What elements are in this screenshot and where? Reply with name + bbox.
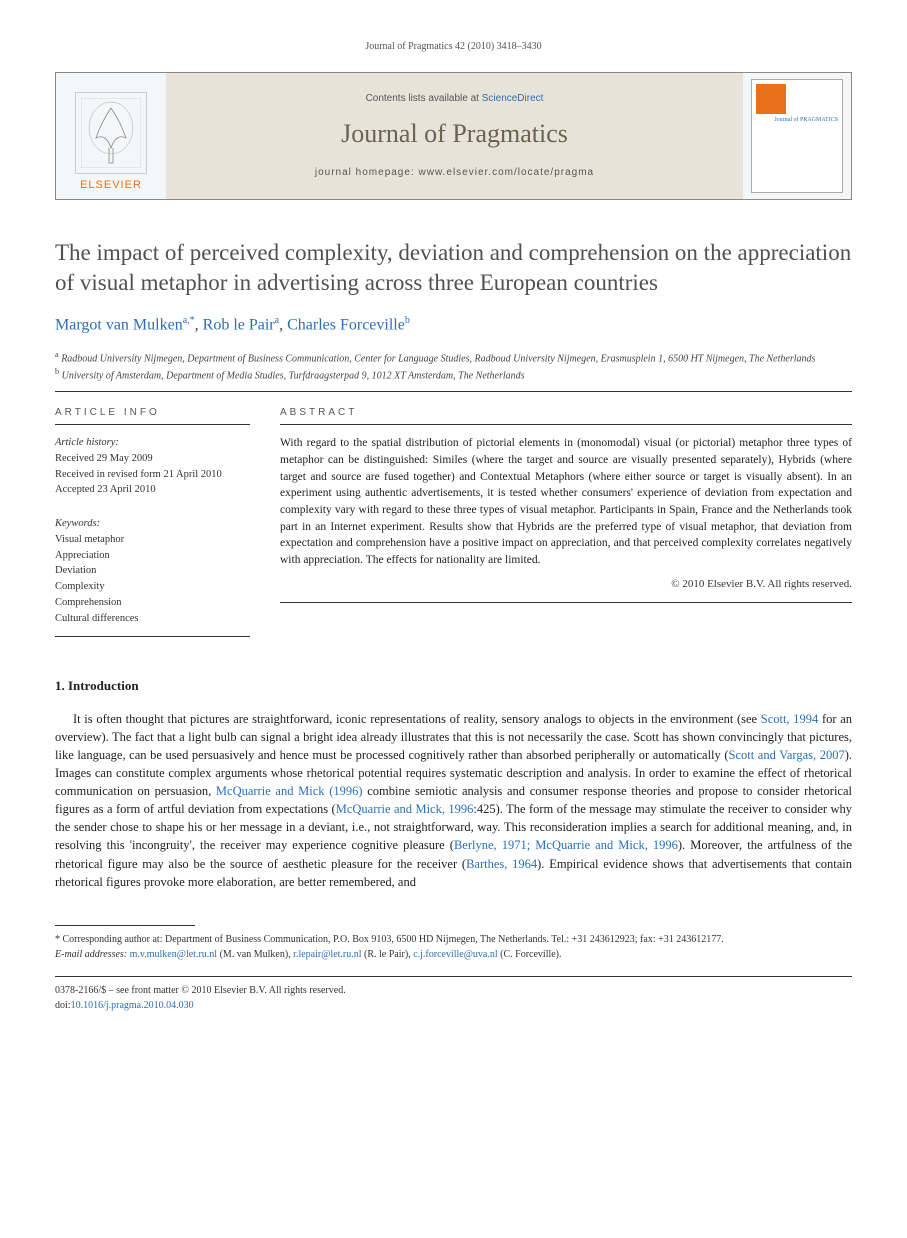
header-center: Contents lists available at ScienceDirec… <box>166 73 743 199</box>
affiliation-a: Radboud University Nijmegen, Department … <box>61 353 815 364</box>
keywords-block: Keywords: Visual metaphor Appreciation D… <box>55 516 250 626</box>
footnote-star-line: * Corresponding author at: Department of… <box>55 932 852 947</box>
author-link-2[interactable]: Rob le Pair <box>203 316 275 333</box>
keywords-heading: Keywords: <box>55 516 250 532</box>
divider <box>55 424 250 425</box>
email-link[interactable]: r.lepair@let.ru.nl <box>293 949 361 960</box>
citation-link[interactable]: Scott, 1994 <box>761 712 819 726</box>
history-revised: Received in revised form 21 April 2010 <box>55 467 250 483</box>
elsevier-label: ELSEVIER <box>80 178 142 193</box>
citation-link[interactable]: Barthes, 1964 <box>466 857 537 871</box>
journal-name: Journal of Pragmatics <box>341 116 568 152</box>
keyword-item: Complexity <box>55 579 250 595</box>
footnote-divider <box>55 925 195 926</box>
bottom-divider <box>55 976 852 977</box>
corresponding-author-footnote: * Corresponding author at: Department of… <box>55 932 852 962</box>
keyword-item: Comprehension <box>55 595 250 611</box>
divider <box>55 391 852 392</box>
history-heading: Article history: <box>55 435 250 451</box>
front-matter-line: 0378-2166/$ – see front matter © 2010 El… <box>55 983 852 998</box>
author-sup-1: a,* <box>183 315 195 326</box>
article-title: The impact of perceived complexity, devi… <box>55 238 852 298</box>
divider <box>280 424 852 425</box>
homepage-line: journal homepage: www.elsevier.com/locat… <box>315 166 594 180</box>
publisher-block: ELSEVIER <box>56 73 166 199</box>
abstract-text: With regard to the spatial distribution … <box>280 435 852 568</box>
abstract-label: ABSTRACT <box>280 406 852 420</box>
history-received: Received 29 May 2009 <box>55 451 250 467</box>
elsevier-tree-icon <box>75 92 147 174</box>
citation-link[interactable]: Berlyne, 1971; McQuarrie and Mick, 1996 <box>454 838 678 852</box>
citation-link[interactable]: McQuarrie and Mick (1996) <box>216 784 363 798</box>
section-heading-introduction: 1. Introduction <box>55 677 852 695</box>
running-head: Journal of Pragmatics 42 (2010) 3418–343… <box>55 40 852 54</box>
affiliation-b: University of Amsterdam, Department of M… <box>62 370 525 381</box>
info-abstract-row: ARTICLE INFO Article history: Received 2… <box>55 406 852 647</box>
contents-available-line: Contents lists available at ScienceDirec… <box>366 92 544 106</box>
email-name: (R. le Pair), <box>362 949 414 960</box>
cover-corner-icon <box>756 84 786 114</box>
footnote-email-line: E-mail addresses: m.v.mulken@let.ru.nl (… <box>55 947 852 962</box>
divider <box>280 602 852 603</box>
doi-block: 0378-2166/$ – see front matter © 2010 El… <box>55 983 852 1013</box>
cover-title: Journal of PRAGMATICS <box>774 116 838 124</box>
keyword-item: Deviation <box>55 563 250 579</box>
homepage-url: www.elsevier.com/locate/pragma <box>419 167 595 178</box>
affiliations: a Radboud University Nijmegen, Departmen… <box>55 349 852 384</box>
homepage-prefix: journal homepage: <box>315 167 419 178</box>
article-info-column: ARTICLE INFO Article history: Received 2… <box>55 406 250 647</box>
keyword-item: Appreciation <box>55 548 250 564</box>
doi-prefix: doi: <box>55 1000 71 1011</box>
author-sup-2: a <box>275 315 279 326</box>
keyword-item: Visual metaphor <box>55 532 250 548</box>
body-paragraph: It is often thought that pictures are st… <box>55 710 852 891</box>
email-label: E-mail addresses: <box>55 949 130 960</box>
author-list: Margot van Mulkena,*, Rob le Paira, Char… <box>55 314 852 337</box>
journal-header-box: ELSEVIER Contents lists available at Sci… <box>55 72 852 200</box>
citation-link[interactable]: Scott and Vargas, 2007 <box>729 748 845 762</box>
article-info-label: ARTICLE INFO <box>55 406 250 420</box>
history-accepted: Accepted 23 April 2010 <box>55 482 250 498</box>
email-name: (C. Forceville). <box>498 949 562 960</box>
author-link-1[interactable]: Margot van Mulken <box>55 316 183 333</box>
keyword-item: Cultural differences <box>55 611 250 627</box>
journal-cover-thumbnail: Journal of PRAGMATICS <box>751 79 843 193</box>
doi-link[interactable]: 10.1016/j.pragma.2010.04.030 <box>71 1000 194 1011</box>
author-link-3[interactable]: Charles Forceville <box>287 316 405 333</box>
sciencedirect-link[interactable]: ScienceDirect <box>482 93 544 104</box>
divider <box>55 636 250 637</box>
email-link[interactable]: c.j.forceville@uva.nl <box>413 949 497 960</box>
abstract-copyright: © 2010 Elsevier B.V. All rights reserved… <box>280 577 852 592</box>
author-sup-3: b <box>405 315 410 326</box>
email-name: (M. van Mulken), <box>217 949 293 960</box>
abstract-column: ABSTRACT With regard to the spatial dist… <box>280 406 852 647</box>
email-link[interactable]: m.v.mulken@let.ru.nl <box>130 949 217 960</box>
article-history: Article history: Received 29 May 2009 Re… <box>55 435 250 498</box>
body-text: It is often thought that pictures are st… <box>73 712 761 726</box>
contents-prefix: Contents lists available at <box>366 93 482 104</box>
citation-link[interactable]: McQuarrie and Mick, 1996 <box>336 802 474 816</box>
